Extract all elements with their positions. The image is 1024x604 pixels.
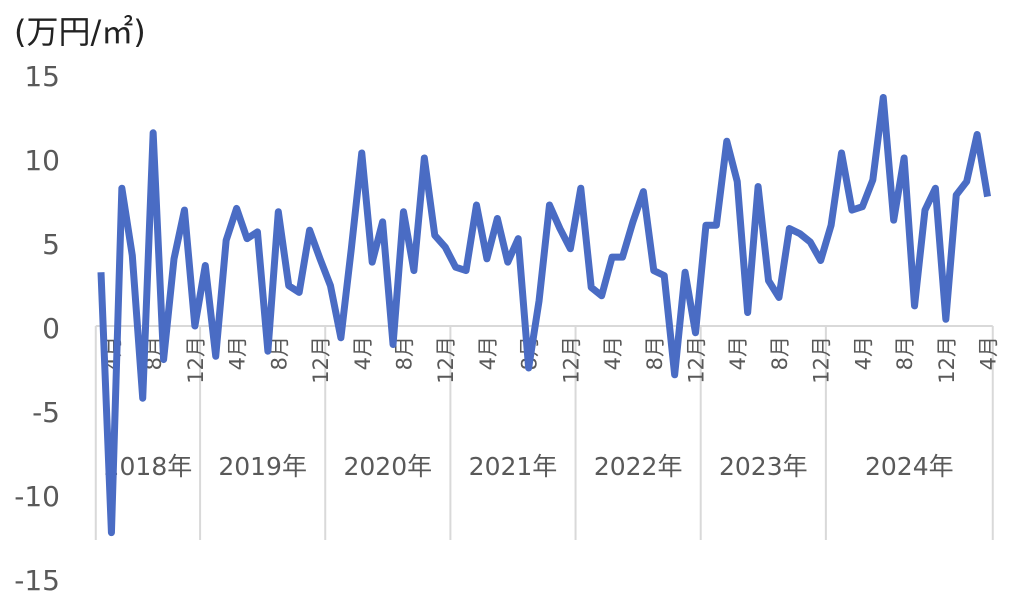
x-tick-label: 12月 [935, 336, 959, 384]
year-label: 2023年 [719, 452, 808, 481]
x-tick-label: 12月 [434, 336, 458, 384]
x-tick-label: 4月 [601, 336, 625, 370]
y-tick-label: 10 [24, 144, 60, 177]
x-tick-label: 4月 [351, 336, 375, 370]
x-tick-label: 4月 [851, 336, 875, 370]
year-label: 2019年 [218, 452, 307, 481]
year-label: 2021年 [469, 452, 558, 481]
year-label: 2022年 [594, 452, 683, 481]
y-tick-label: 15 [24, 60, 60, 93]
x-tick-label: 8月 [643, 336, 667, 370]
x-tick-label: 12月 [559, 336, 583, 384]
x-tick-label: 12月 [184, 336, 208, 384]
x-tick-label: 4月 [726, 336, 750, 370]
y-tick-label: -10 [14, 480, 60, 513]
year-label: 2020年 [344, 452, 433, 481]
x-tick-label: 12月 [810, 336, 834, 384]
y-tick-label: 0 [42, 312, 60, 345]
x-tick-label: 12月 [309, 336, 333, 384]
x-tick-label: 8月 [893, 336, 917, 370]
y-tick-label: -15 [14, 564, 60, 597]
y-tick-label: 5 [42, 228, 60, 261]
year-label: 2018年 [104, 452, 193, 481]
line-series [97, 94, 992, 537]
chart-title: (万円/㎡) [14, 13, 146, 51]
x-tick-label: 12月 [685, 336, 709, 384]
x-tick-label: 4月 [476, 336, 500, 370]
x-tick-label: 4月 [977, 336, 1001, 370]
y-tick-label: -5 [32, 396, 60, 429]
x-tick-label: 4月 [226, 336, 250, 370]
year-label: 2024年 [865, 452, 954, 481]
x-tick-label: 8月 [768, 336, 792, 370]
